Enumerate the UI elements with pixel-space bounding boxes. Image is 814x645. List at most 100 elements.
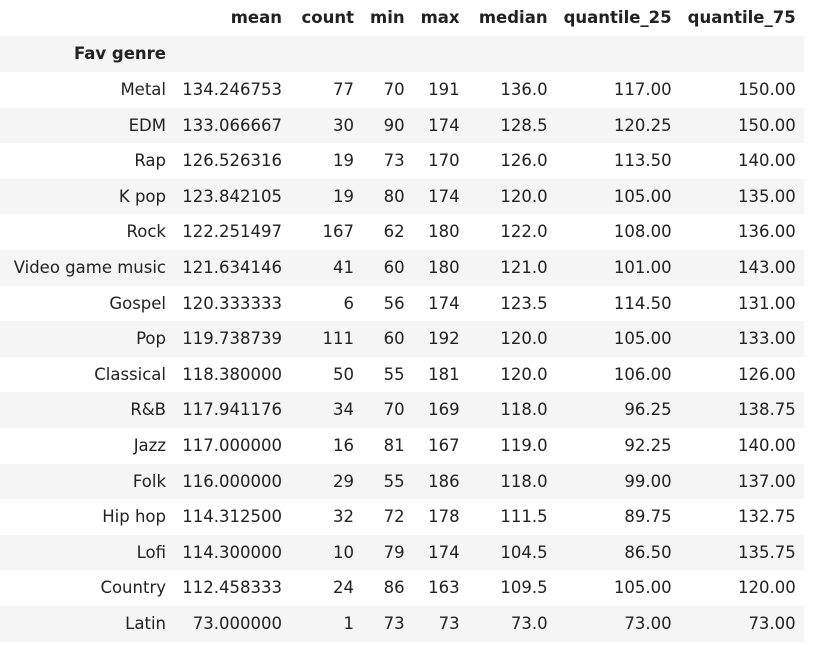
cell-quantile-25: 120.25 [613,115,672,135]
row-label: Latin [125,613,166,633]
cell-quantile-75: 131.00 [737,293,796,313]
cell-min: 81 [383,435,405,455]
cell-mean: 114.312500 [182,507,282,527]
table-row: Folk 116.000000 29 55 186 118.0 99.00 137.00 [0,463,804,500]
cell-max: 180 [428,257,460,277]
table-header: mean count min max median quantile_25 qu… [0,0,804,72]
empty-cell [412,36,468,72]
cell-quantile-25: 92.25 [624,435,672,455]
cell-quantile-75: 126.00 [737,364,796,384]
empty-cell [679,36,804,72]
cell-max: 174 [428,115,460,135]
row-label: Rock [126,222,166,242]
table-row: Hip hop 114.312500 32 72 178 111.5 89.75 132.75 [0,499,804,535]
cell-quantile-75: 133.00 [737,329,796,349]
cell-median: 123.5 [500,293,548,313]
cell-mean: 117.000000 [182,435,282,455]
cell-count: 34 [333,400,354,420]
cell-min: 80 [383,186,405,206]
cell-max: 73 [438,613,460,633]
cell-quantile-75: 137.00 [737,471,796,491]
cell-quantile-25: 105.00 [613,186,672,206]
cell-median: 120.0 [500,186,548,206]
cell-median: 121.0 [500,257,548,277]
cell-quantile-75: 140.00 [737,435,796,455]
column-header-row: mean count min max median quantile_25 qu… [0,0,804,36]
cell-quantile-25: 73.00 [624,613,672,633]
cell-quantile-75: 140.00 [737,151,796,171]
column-header: min [370,8,405,27]
column-header: mean [230,8,282,27]
cell-mean: 118.380000 [182,364,282,384]
cell-quantile-25: 106.00 [613,364,672,384]
row-label: Metal [120,80,166,99]
cell-quantile-25: 101.00 [613,257,672,277]
cell-min: 55 [383,364,405,384]
corner-cell [0,0,174,36]
cell-mean: 117.941176 [182,400,282,420]
row-label: Gospel [109,293,166,313]
table-row: R&B 117.941176 34 70 169 118.0 96.25 138.75 [0,392,804,428]
cell-quantile-75: 138.75 [737,400,796,420]
index-name: Fav genre [0,36,174,72]
table-row: Classical 118.380000 50 55 181 120.0 106.00 126… [0,356,804,393]
cell-mean: 119.738739 [182,329,282,349]
row-label: Lofi [136,542,166,562]
cell-min: 70 [383,400,405,420]
cell-count: 32 [333,507,354,527]
cell-min: 70 [383,80,405,99]
column-header: median [478,8,548,27]
column-header: max [420,8,460,27]
cell-min: 90 [383,115,405,135]
cell-mean: 116.000000 [182,471,282,491]
row-label: Country [100,578,166,598]
cell-max: 186 [428,471,460,491]
cell-max: 178 [428,507,460,527]
cell-mean: 73.000000 [192,613,282,633]
cell-quantile-25: 96.25 [624,400,672,420]
cell-min: 60 [383,257,405,277]
cell-quantile-75: 135.00 [737,186,796,206]
empty-cell [362,36,413,72]
table-row: Rock 122.251497 167 62 180 122.0 108.00 136.00 [0,214,804,250]
cell-max: 163 [428,578,460,598]
cell-max: 180 [428,222,460,242]
cell-median: 111.5 [500,507,548,527]
cell-median: 128.5 [500,115,548,135]
cell-min: 72 [383,507,405,527]
cell-count: 30 [333,115,354,135]
cell-max: 167 [428,435,460,455]
cell-count: 41 [333,257,354,277]
row-label: K pop [118,186,166,206]
cell-mean: 120.333333 [182,293,282,313]
row-label: Pop [136,329,166,349]
column-header: quantile_75 [687,8,796,27]
cell-min: 56 [383,293,405,313]
row-label: Hip hop [102,507,166,527]
table-row: Latin 73.000000 1 73 73 73.0 73.00 73.00 [0,605,804,642]
empty-cell [467,36,556,72]
cell-quantile-75: 135.75 [737,542,796,562]
row-label: Classical [94,364,166,384]
cell-max: 174 [428,293,460,313]
cell-mean: 123.842105 [182,186,282,206]
cell-quantile-25: 99.00 [624,471,672,491]
cell-max: 174 [428,186,460,206]
empty-cell [555,36,680,72]
cell-mean: 121.634146 [182,257,282,277]
cell-quantile-25: 108.00 [613,222,672,242]
empty-cell [290,36,362,72]
cell-count: 77 [333,80,354,99]
cell-quantile-25: 89.75 [624,507,672,527]
table-row: Metal 134.246753 77 70 191 136.0 117.00 150.00 [0,72,804,108]
cell-max: 191 [428,80,460,99]
cell-min: 55 [383,471,405,491]
cell-median: 104.5 [500,542,548,562]
table-body: Metal 134.246753 77 70 191 136.0 117.00 150.00 E… [0,72,804,642]
cell-count: 29 [333,471,354,491]
cell-max: 169 [428,400,460,420]
cell-min: 62 [383,222,405,242]
row-label: Video game music [13,257,166,277]
cell-mean: 114.300000 [182,542,282,562]
table-row: EDM 133.066667 30 90 174 128.5 120.25 150.00 [0,107,804,144]
